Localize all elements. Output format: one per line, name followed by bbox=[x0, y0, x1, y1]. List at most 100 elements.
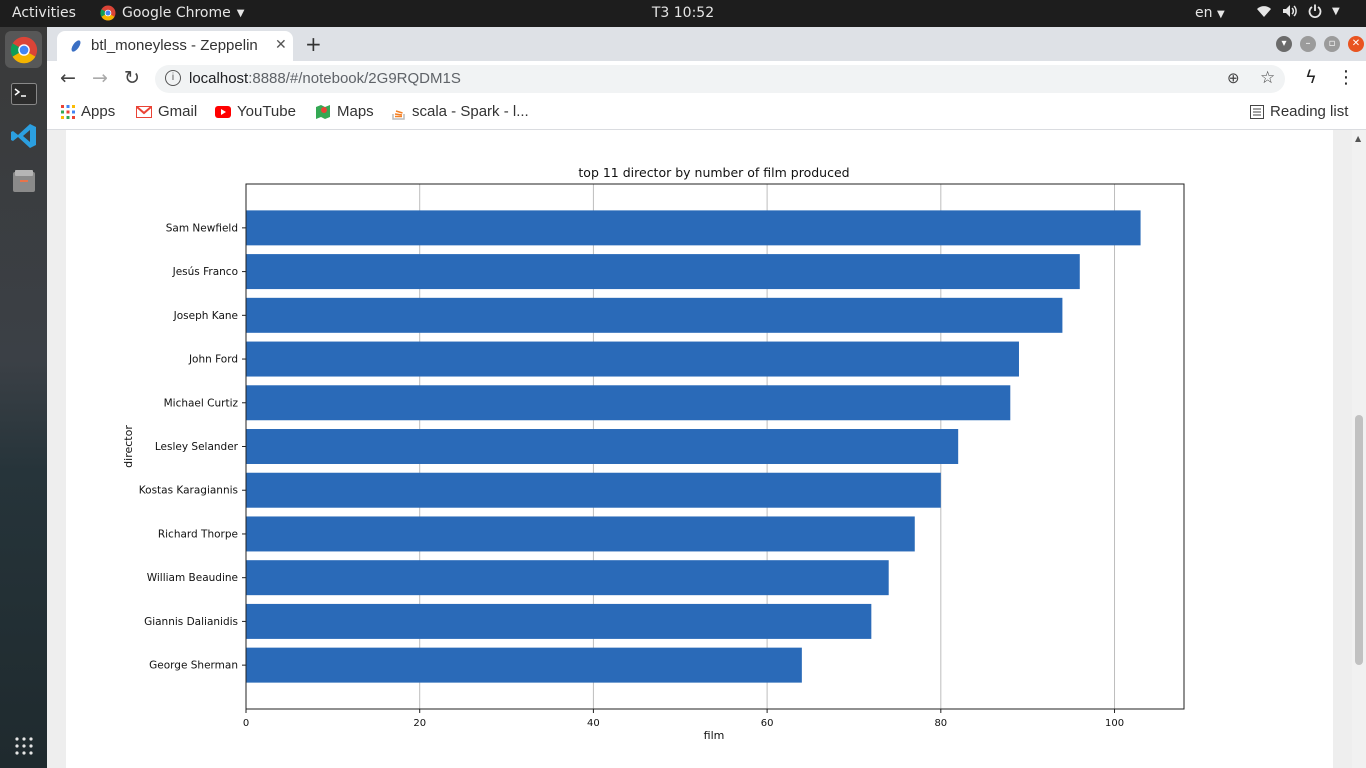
language-label: en bbox=[1195, 5, 1213, 21]
notebook-paragraph: top 11 director by number of film produc… bbox=[66, 130, 1333, 768]
y-tick-label: John Ford bbox=[188, 354, 238, 366]
volume-icon bbox=[1283, 5, 1297, 17]
bookmark-star-icon[interactable]: ☆ bbox=[1260, 68, 1276, 87]
bar-joseph-kane bbox=[246, 297, 1063, 333]
files-icon bbox=[12, 169, 35, 192]
stackoverflow-icon bbox=[392, 109, 405, 120]
reading-list-icon bbox=[1250, 104, 1264, 119]
tab-zeppelin[interactable]: btl_moneyless - Zeppelin ✕ bbox=[57, 31, 293, 61]
system-top-bar: Activities Google Chrome ▼ T3 10:52 en ▼… bbox=[0, 0, 1366, 27]
wifi-icon bbox=[1257, 6, 1271, 17]
system-tray[interactable]: ▼ bbox=[1256, 4, 1340, 18]
bar-kostas-karagiannis bbox=[246, 472, 941, 508]
show-applications[interactable] bbox=[5, 727, 42, 764]
x-tick-label: 0 bbox=[243, 718, 249, 729]
y-tick-label: Sam Newfield bbox=[166, 222, 238, 234]
x-tick-label: 40 bbox=[587, 718, 600, 729]
close-window-icon[interactable]: ✕ bbox=[1348, 36, 1364, 52]
y-tick-label: Jesús Franco bbox=[172, 266, 238, 278]
dock bbox=[0, 27, 47, 768]
bar-john-ford bbox=[246, 341, 1019, 377]
bookmark-label: scala - Spark - l... bbox=[412, 103, 529, 120]
clock[interactable]: T3 10:52 bbox=[651, 5, 715, 21]
chevron-down-icon: ▼ bbox=[1216, 9, 1225, 20]
bookmark-apps[interactable]: Apps bbox=[61, 103, 115, 120]
chart-title: top 11 director by number of film produc… bbox=[578, 165, 849, 180]
new-tab-button[interactable]: + bbox=[305, 32, 322, 56]
bar-richard-thorpe bbox=[246, 516, 915, 552]
y-axis-label: director bbox=[122, 425, 135, 468]
x-tick-label: 60 bbox=[761, 718, 774, 729]
gmail-icon bbox=[136, 105, 152, 118]
bar-giannis-dalianidis bbox=[246, 603, 872, 639]
bar-william-beaudine bbox=[246, 560, 889, 596]
youtube-icon bbox=[215, 105, 231, 118]
bookmark-label: YouTube bbox=[237, 103, 296, 120]
browser-toolbar: ← → ↻ i localhost:8888/#/notebook/2G9RQD… bbox=[47, 61, 1366, 97]
bar-michael-curtiz bbox=[246, 385, 1011, 421]
reading-list-button[interactable]: Reading list bbox=[1250, 103, 1348, 120]
reload-icon[interactable]: ↻ bbox=[124, 67, 140, 89]
scroll-up-icon[interactable]: ▲ bbox=[1355, 134, 1362, 143]
bookmark-label: Gmail bbox=[158, 103, 198, 120]
power-icon bbox=[1308, 4, 1322, 18]
bookmark-maps[interactable]: Maps bbox=[315, 103, 374, 120]
dock-vscode[interactable] bbox=[5, 117, 42, 154]
bookmark-label: Maps bbox=[337, 103, 374, 120]
page-content: top 11 director by number of film produc… bbox=[47, 130, 1352, 768]
reading-list-label: Reading list bbox=[1270, 103, 1349, 120]
language-selector[interactable]: en ▼ bbox=[1195, 5, 1225, 21]
forward-icon[interactable]: → bbox=[92, 67, 108, 89]
minimize-icon[interactable]: – bbox=[1300, 36, 1316, 52]
bar-lesley-selander bbox=[246, 429, 959, 464]
vscode-icon bbox=[10, 123, 36, 148]
y-tick-label: Joseph Kane bbox=[173, 310, 238, 322]
url-host: localhost bbox=[189, 70, 249, 87]
info-icon[interactable]: i bbox=[165, 70, 181, 86]
y-tick-label: Richard Thorpe bbox=[158, 528, 238, 540]
address-bar[interactable]: i localhost:8888/#/notebook/2G9RQDM1S ⊕ … bbox=[155, 65, 1285, 93]
grid-icon bbox=[14, 736, 33, 755]
tab-strip: btl_moneyless - Zeppelin ✕ + ▾ – ▫ ✕ bbox=[47, 27, 1366, 61]
y-tick-label: Michael Curtiz bbox=[164, 397, 239, 409]
zoom-icon[interactable]: ⊕ bbox=[1227, 70, 1240, 87]
maps-icon bbox=[316, 104, 330, 119]
dock-chrome[interactable] bbox=[5, 31, 42, 68]
close-icon[interactable]: ✕ bbox=[275, 36, 287, 52]
apps-grid-icon bbox=[61, 104, 75, 119]
back-icon[interactable]: ← bbox=[60, 67, 76, 89]
y-tick-label: George Sherman bbox=[149, 660, 238, 672]
bookmark-scala-spark[interactable]: scala - Spark - l... bbox=[392, 103, 529, 120]
x-axis-label: film bbox=[704, 729, 725, 742]
more-menu-icon[interactable]: ⋮ bbox=[1337, 67, 1355, 88]
maximize-icon[interactable]: ▫ bbox=[1324, 36, 1340, 52]
terminal-icon bbox=[10, 82, 37, 105]
url-text: localhost:8888/#/notebook/2G9RQDM1S bbox=[189, 70, 461, 87]
bookmark-gmail[interactable]: Gmail bbox=[136, 103, 197, 120]
chrome-icon bbox=[100, 5, 116, 21]
activities-button[interactable]: Activities bbox=[12, 5, 76, 21]
y-tick-label: Lesley Selander bbox=[155, 441, 239, 453]
app-menu[interactable]: Google Chrome ▼ bbox=[100, 5, 244, 21]
app-menu-label: Google Chrome bbox=[122, 5, 231, 21]
bar-george-sherman bbox=[246, 647, 802, 683]
tab-search-icon[interactable]: ▾ bbox=[1276, 36, 1292, 52]
chevron-down-icon: ▼ bbox=[1332, 5, 1340, 17]
scrollbar-thumb[interactable] bbox=[1355, 415, 1363, 665]
x-tick-label: 80 bbox=[934, 718, 947, 729]
x-tick-label: 20 bbox=[413, 718, 426, 729]
x-tick-label: 100 bbox=[1105, 718, 1124, 729]
bookmark-youtube[interactable]: YouTube bbox=[215, 103, 296, 120]
tab-title: btl_moneyless - Zeppelin bbox=[91, 37, 258, 54]
bookmarks-bar: Apps Gmail YouTube Maps scala - Spark - … bbox=[47, 97, 1366, 130]
bar-jes-s-franco bbox=[246, 254, 1080, 290]
bar-sam-newfield bbox=[246, 210, 1141, 246]
extension-bolt-icon[interactable]: ϟ bbox=[1305, 67, 1317, 88]
zeppelin-icon bbox=[71, 40, 81, 52]
bar-chart: top 11 director by number of film produc… bbox=[122, 165, 1185, 742]
page-scrollbar[interactable]: ▲ bbox=[1352, 130, 1366, 768]
dock-files[interactable] bbox=[5, 162, 42, 199]
bookmark-label: Apps bbox=[81, 103, 116, 120]
dock-terminal[interactable] bbox=[5, 75, 42, 112]
y-tick-label: Kostas Karagiannis bbox=[139, 485, 238, 497]
